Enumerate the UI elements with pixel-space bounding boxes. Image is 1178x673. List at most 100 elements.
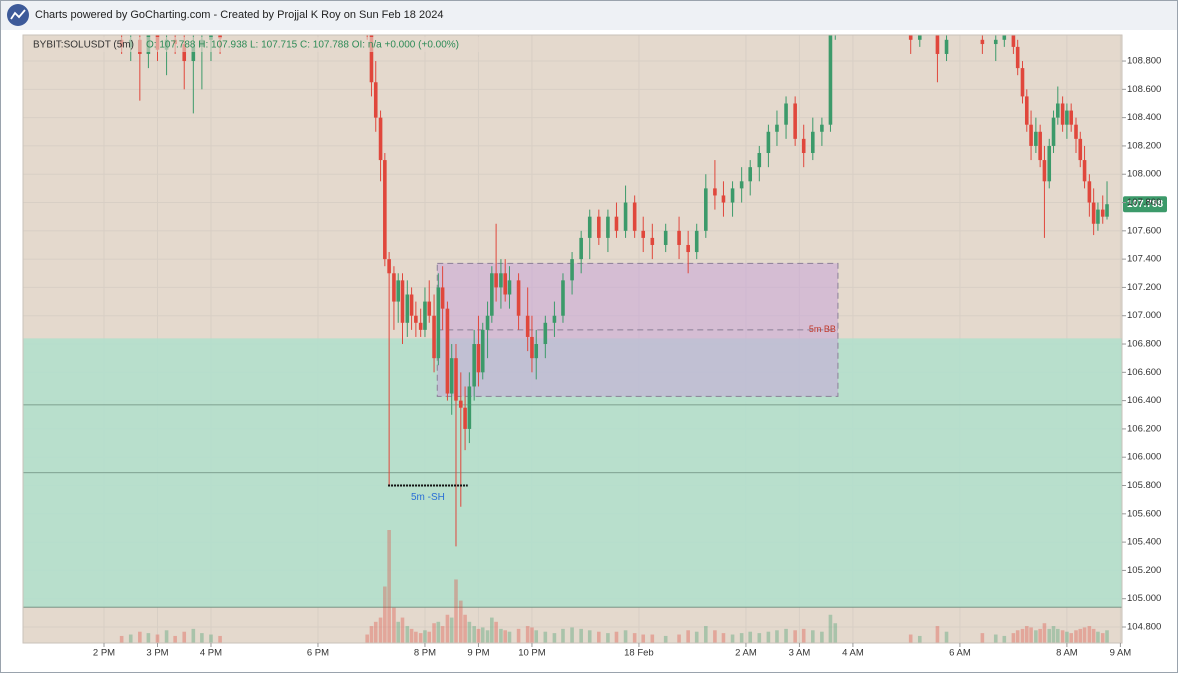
legend-bg xyxy=(28,37,518,52)
header-text: Charts powered by GoCharting.com - Creat… xyxy=(35,9,443,21)
volume-bar xyxy=(387,530,391,643)
volume-bar xyxy=(209,634,213,643)
candle-body xyxy=(378,117,383,161)
volume-bar xyxy=(449,617,454,643)
volume-bar xyxy=(155,634,160,643)
candle-body xyxy=(218,35,222,39)
volume-bar xyxy=(663,635,668,643)
x-tick-label: 6 AM xyxy=(949,648,971,659)
volume-bar xyxy=(917,635,922,643)
volume-bar xyxy=(1091,628,1096,643)
candle-body xyxy=(1015,46,1020,69)
candle-body xyxy=(552,315,557,323)
volume-bar xyxy=(218,635,222,643)
candle-body xyxy=(1060,103,1065,125)
candle-body xyxy=(383,160,387,260)
candle-body xyxy=(414,315,418,323)
y-tick-label: 106.400 xyxy=(1127,395,1161,406)
volume-bar xyxy=(396,621,401,643)
volume-bar xyxy=(561,628,565,643)
volume-bar xyxy=(1029,627,1033,643)
candle-body xyxy=(1065,110,1069,125)
candle-body xyxy=(784,103,788,125)
volume-bar xyxy=(1051,626,1056,643)
volume-bar xyxy=(414,631,418,643)
x-tick-label: 18 Feb xyxy=(624,648,654,659)
candle-body xyxy=(739,181,744,189)
candle-body xyxy=(632,202,637,231)
x-tick-label: 4 AM xyxy=(842,648,864,659)
volume-bar xyxy=(775,630,779,643)
candle-body xyxy=(1020,68,1025,97)
y-tick-label: 108.600 xyxy=(1127,84,1161,95)
volume-bar xyxy=(503,630,508,643)
volume-bar xyxy=(507,631,512,643)
y-tick-label: 107.400 xyxy=(1127,254,1161,265)
candle-body xyxy=(980,39,985,45)
candle-body xyxy=(828,35,833,125)
candle-body xyxy=(182,44,187,62)
candle-body xyxy=(1042,160,1047,182)
bb-label: 5m BB xyxy=(809,324,836,334)
x-tick-label: 8 AM xyxy=(1056,648,1078,659)
candle-body xyxy=(490,273,494,316)
volume-bar xyxy=(757,633,762,643)
volume-bar xyxy=(191,628,196,643)
volume-bar xyxy=(173,635,177,643)
candle-body xyxy=(1069,110,1073,125)
y-tick-label: 106.600 xyxy=(1127,367,1161,378)
candle-body xyxy=(440,287,445,309)
volume-bar xyxy=(480,627,485,643)
candle-body xyxy=(454,358,458,401)
candle-body xyxy=(432,315,436,359)
candle-body xyxy=(476,344,481,373)
candle-body xyxy=(472,344,476,387)
volume-bar xyxy=(1042,623,1047,643)
logo-icon xyxy=(10,9,26,20)
volume-bar xyxy=(440,626,445,643)
volume-bar xyxy=(1024,626,1029,643)
candle-body xyxy=(579,237,583,260)
volume-bar xyxy=(1060,630,1065,643)
volume-bar xyxy=(704,626,708,643)
candle-body xyxy=(436,287,441,359)
candle-body xyxy=(713,188,717,196)
y-tick-label: 105.800 xyxy=(1127,480,1161,491)
volume-bar xyxy=(423,630,427,643)
candle-body xyxy=(1056,103,1060,118)
volume-bar xyxy=(1096,631,1100,643)
candle-body xyxy=(917,35,922,40)
candle-body xyxy=(480,329,485,373)
volume-bar xyxy=(432,623,436,643)
volume-bar xyxy=(383,586,387,643)
overlay: BYBIT:SOLUSDT (5m) O: 107.788 H: 107.938 … xyxy=(28,37,1167,213)
volume-bar xyxy=(459,600,463,643)
candle-body xyxy=(418,322,423,330)
candle-body xyxy=(663,230,668,245)
volume-bar xyxy=(833,623,838,643)
volume-bar xyxy=(463,614,467,643)
candle-body xyxy=(191,46,196,62)
x-tick-label: 2 PM xyxy=(93,648,115,659)
candle-body xyxy=(748,167,753,182)
volume-bar xyxy=(650,634,655,643)
volume-bar xyxy=(1087,626,1092,643)
volume-bar xyxy=(1034,630,1038,643)
candle-body xyxy=(373,82,378,118)
volume-bar xyxy=(128,634,133,643)
candle-body xyxy=(392,273,396,302)
volume-bar xyxy=(427,631,432,643)
candle-body xyxy=(993,39,998,45)
candle-body xyxy=(423,301,427,330)
y-tick-label: 106.200 xyxy=(1127,423,1161,434)
candle-body xyxy=(516,280,521,316)
candle-body xyxy=(801,138,806,154)
volume-bar xyxy=(400,617,405,643)
volume-bar xyxy=(1056,628,1060,643)
volume-bar xyxy=(454,579,458,643)
volume-bar xyxy=(944,631,949,643)
candle-body xyxy=(387,259,391,274)
volume-bar xyxy=(369,626,374,643)
candle-body xyxy=(499,273,503,288)
